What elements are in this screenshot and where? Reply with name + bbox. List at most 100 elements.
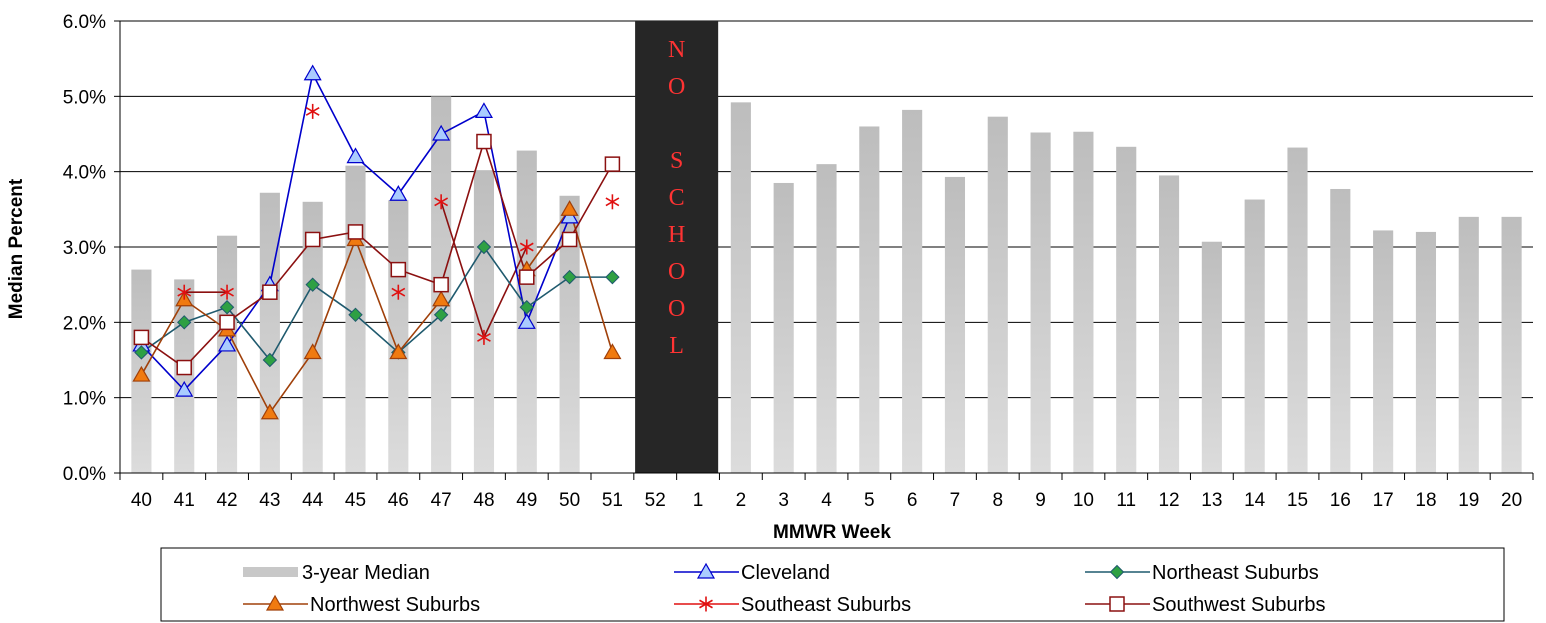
median-bar: [174, 279, 195, 473]
median-bar: [1373, 230, 1394, 473]
x-tick-label: 13: [1201, 490, 1222, 511]
cleveland-point: [517, 313, 536, 329]
x-tick-label: 44: [302, 490, 324, 511]
median-bar: [773, 182, 794, 473]
legend-northeast-suburbs-marker: [1109, 564, 1125, 580]
southeast-suburbs-point: [519, 239, 534, 255]
southwest-suburbs-point: [476, 133, 492, 150]
median-bar: [1287, 147, 1308, 473]
x-tick-label: 17: [1373, 490, 1394, 511]
y-tick-label: 2.0%: [63, 313, 106, 334]
x-tick-label: 49: [516, 490, 537, 511]
median-bar: [259, 192, 280, 473]
x-tick-label: 46: [388, 490, 409, 511]
y-axis-title: Median Percent: [6, 178, 27, 319]
legend-northwest-suburbs-label: Northwest Suburbs: [310, 594, 480, 616]
x-axis-title: MMWR Week: [773, 522, 891, 543]
cleveland-point: [432, 124, 451, 141]
y-tick-label: 4.0%: [63, 163, 106, 184]
southwest-suburbs-point: [219, 314, 235, 331]
median-bar: [1201, 241, 1222, 473]
northwest-suburbs-point: [603, 343, 622, 360]
cleveland-point: [175, 380, 194, 397]
y-tick-label: 1.0%: [63, 389, 106, 410]
northeast-suburbs-point: [177, 315, 192, 330]
median-bar: [559, 195, 580, 474]
x-tick-label: 18: [1415, 490, 1436, 511]
southwest-suburbs-point: [133, 329, 150, 346]
x-tick-label: 47: [431, 490, 452, 511]
y-axis: 0.0% 1.0% 2.0% 3.0% 4.0% 5.0% 6.0%: [63, 12, 121, 485]
x-tick-label: 41: [174, 490, 195, 511]
southeast-suburbs-point-stroke: [220, 287, 234, 297]
northwest-suburbs-point: [389, 343, 408, 360]
northwest-suburbs-point: [132, 365, 151, 382]
legend-cleveland-marker: [696, 562, 716, 579]
legend: 3-year Median Cleveland Northeast Suburbs N…: [160, 547, 1505, 622]
northeast-suburbs-point: [433, 307, 449, 323]
x-tick-label: 40: [131, 490, 152, 511]
series-lines: [140, 71, 614, 415]
median-bar: [1030, 132, 1051, 473]
cleveland-point: [389, 185, 408, 201]
median-bar: [944, 176, 966, 473]
northeast-suburbs-point: [348, 307, 363, 323]
median-bar: [1415, 231, 1437, 473]
northeast-suburbs-point: [562, 269, 577, 285]
legend-southwest-suburbs-marker: [1109, 596, 1125, 612]
median-bar: [730, 102, 751, 474]
series-markers: [132, 64, 622, 420]
southwest-suburbs-point: [176, 359, 192, 376]
cleveland-point: [346, 147, 365, 164]
y-tick-label: 6.0%: [63, 12, 106, 33]
no-school-rect: [635, 21, 719, 473]
median-bar: [1116, 146, 1137, 473]
x-tick-label: 7: [950, 490, 961, 511]
cleveland-point: [218, 335, 237, 352]
median-bar: [987, 116, 1008, 473]
median-bar: [1330, 188, 1351, 473]
x-tick-label: 43: [259, 490, 280, 511]
x-tick-label: 51: [602, 490, 623, 511]
median-bars: [131, 96, 1522, 474]
southwest-suburbs-point: [604, 156, 621, 172]
legend-southwest-suburbs-label: Southwest Suburbs: [1152, 594, 1325, 616]
southeast-suburbs-point: [305, 103, 320, 119]
northeast-suburbs-point: [519, 300, 534, 315]
southeast-suburbs-point-stroke: [519, 242, 534, 252]
x-tick-label: 3: [778, 490, 789, 511]
southeast-suburbs-point-stroke: [477, 332, 491, 342]
southeast-suburbs-point-stroke: [391, 287, 406, 297]
x-tick-label: 11: [1116, 490, 1136, 511]
northeast-suburbs-point: [605, 269, 620, 285]
x-tick-label: 19: [1458, 490, 1479, 511]
x-tick-label: 52: [645, 490, 666, 511]
southeast-suburbs-point: [605, 194, 620, 210]
x-tick-label: 48: [473, 490, 494, 511]
legend-3-year-median-label: 3-year Median: [302, 562, 430, 584]
southeast-suburbs-point: [391, 284, 406, 300]
southwest-suburbs-point: [561, 231, 578, 248]
median-bar: [816, 164, 837, 473]
southwest-suburbs-point: [304, 231, 321, 248]
southwest-suburbs-point: [390, 261, 407, 278]
x-tick-label: 4: [821, 490, 832, 511]
northeast-suburbs-point: [134, 345, 149, 360]
median-bar: [1458, 216, 1479, 473]
northeast-suburbs-point: [476, 239, 492, 255]
northeast-suburbs-point: [305, 277, 320, 292]
cleveland-point: [303, 64, 322, 81]
southwest-suburbs-point: [433, 276, 449, 293]
median-bar: [1158, 175, 1180, 473]
median-bar: [388, 200, 409, 473]
legend-box: [160, 547, 1505, 622]
x-tick-label: 9: [1035, 490, 1046, 511]
northwest-suburbs-point: [260, 403, 279, 420]
x-tick-label: 5: [864, 490, 875, 511]
southwest-suburbs-point: [262, 284, 278, 300]
median-bar: [1501, 216, 1522, 473]
x-tick-label: 45: [345, 490, 366, 511]
